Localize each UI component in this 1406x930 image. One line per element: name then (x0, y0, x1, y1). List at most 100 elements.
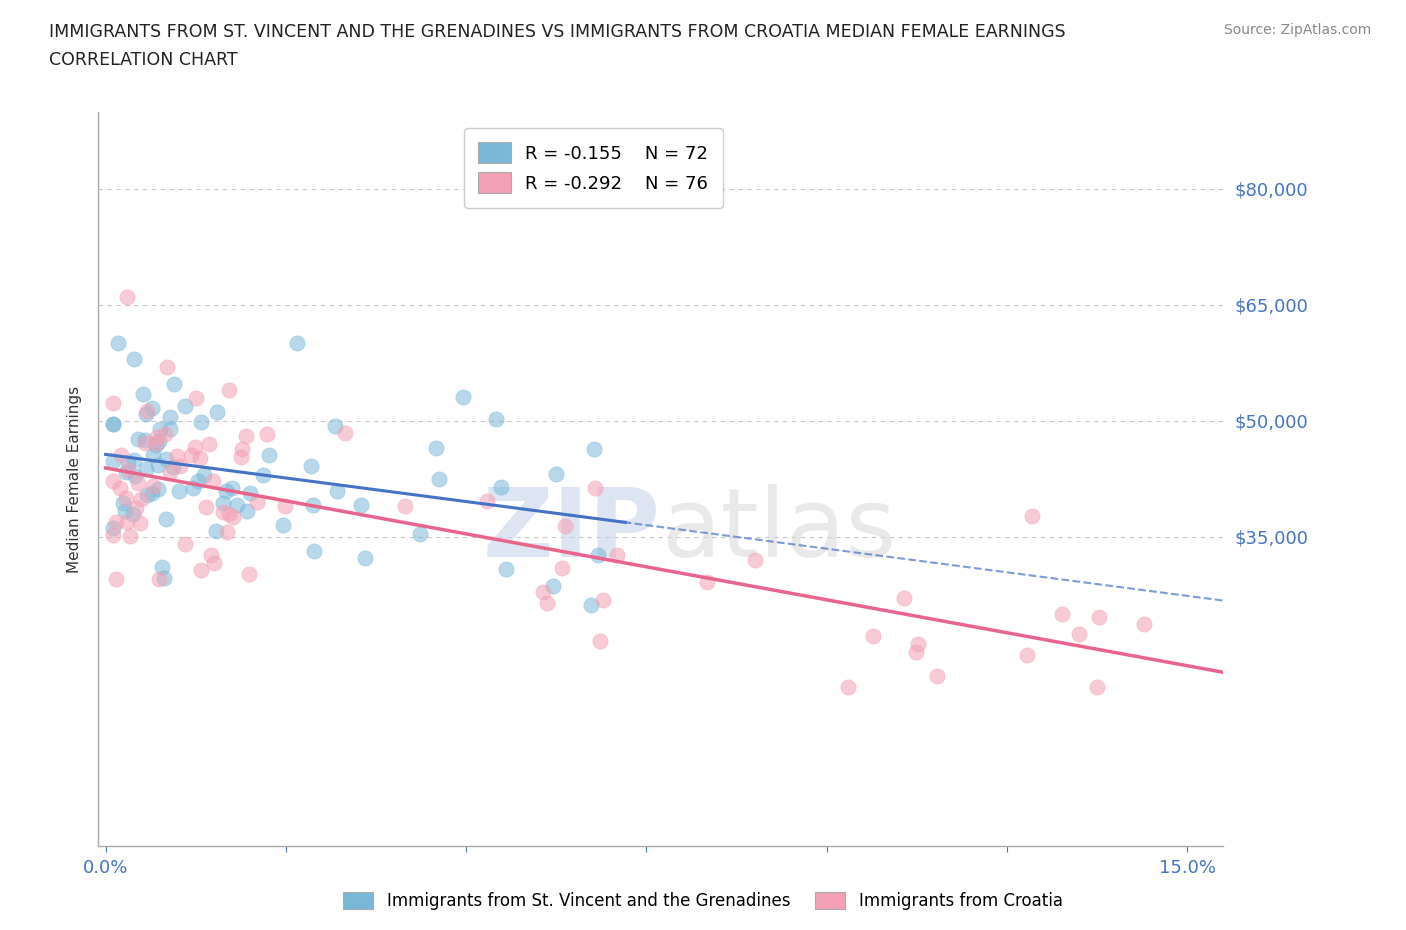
Point (485, 411, 508, 426)
Point (146, 458, 169, 472)
Y-axis label: Median Female Earnings: Median Female Earnings (67, 385, 83, 573)
Point (101, 521, 124, 536)
Point (101, 473, 124, 488)
Point (606, 548, 628, 563)
Point (181, 481, 204, 496)
Point (159, 409, 181, 424)
Point (744, 552, 766, 567)
Point (142, 448, 165, 463)
Point (105, 572, 128, 587)
Point (218, 382, 240, 397)
Point (169, 458, 191, 473)
Point (135, 407, 157, 422)
Point (148, 433, 170, 448)
Point (1017, 648, 1039, 663)
Point (120, 528, 142, 543)
Point (204, 524, 226, 538)
Point (125, 500, 148, 515)
Point (155, 512, 177, 526)
Point (159, 464, 181, 479)
Point (326, 484, 349, 498)
Text: atlas: atlas (661, 484, 896, 577)
Point (218, 507, 240, 522)
Point (285, 336, 308, 351)
Point (155, 451, 177, 466)
Point (475, 493, 498, 508)
Legend: R = -0.155    N = 72, R = -0.292    N = 76: R = -0.155 N = 72, R = -0.292 N = 76 (464, 128, 723, 207)
Point (425, 440, 447, 455)
Point (495, 562, 517, 577)
Point (583, 442, 606, 457)
Point (127, 475, 149, 490)
Point (101, 454, 124, 469)
Point (274, 498, 297, 513)
Point (146, 430, 169, 445)
Point (115, 465, 138, 480)
Point (893, 591, 915, 605)
Point (235, 429, 257, 444)
Point (354, 550, 377, 565)
Point (117, 290, 139, 305)
Point (589, 633, 612, 648)
Point (101, 417, 124, 432)
Point (1021, 508, 1043, 523)
Point (239, 485, 262, 500)
Point (115, 514, 138, 529)
Point (427, 472, 450, 486)
Point (134, 433, 156, 448)
Point (1088, 609, 1111, 624)
Point (238, 567, 260, 582)
Point (188, 450, 211, 465)
Point (554, 518, 576, 533)
Point (107, 336, 129, 351)
Point (551, 560, 574, 575)
Point (117, 455, 139, 470)
Point (245, 494, 267, 509)
Point (212, 505, 235, 520)
Point (536, 595, 558, 610)
Point (489, 480, 512, 495)
Point (271, 518, 294, 533)
Point (1067, 626, 1090, 641)
Point (146, 482, 169, 497)
Point (231, 450, 253, 465)
Point (907, 637, 929, 652)
Point (173, 536, 195, 551)
Point (205, 405, 228, 419)
Point (162, 459, 184, 474)
Point (195, 500, 218, 515)
Point (121, 507, 143, 522)
Point (136, 488, 159, 503)
Point (256, 427, 278, 442)
Point (111, 496, 134, 511)
Point (394, 498, 416, 513)
Point (132, 387, 155, 402)
Point (122, 453, 145, 468)
Point (148, 572, 170, 587)
Point (174, 399, 197, 414)
Point (544, 467, 567, 482)
Point (252, 468, 274, 483)
Point (231, 442, 253, 457)
Point (579, 597, 602, 612)
Point (150, 560, 173, 575)
Point (333, 425, 356, 440)
Point (592, 592, 614, 607)
Point (299, 458, 322, 473)
Point (193, 468, 215, 483)
Point (202, 556, 225, 571)
Point (453, 390, 475, 405)
Text: ZIP: ZIP (482, 484, 661, 577)
Point (145, 437, 167, 452)
Point (302, 498, 325, 512)
Point (108, 481, 131, 496)
Point (124, 352, 146, 366)
Point (187, 473, 209, 488)
Point (142, 478, 165, 493)
Point (101, 417, 124, 432)
Point (904, 645, 927, 660)
Text: CORRELATION CHART: CORRELATION CHART (49, 51, 238, 69)
Point (350, 498, 373, 512)
Point (141, 400, 163, 415)
Point (104, 514, 127, 529)
